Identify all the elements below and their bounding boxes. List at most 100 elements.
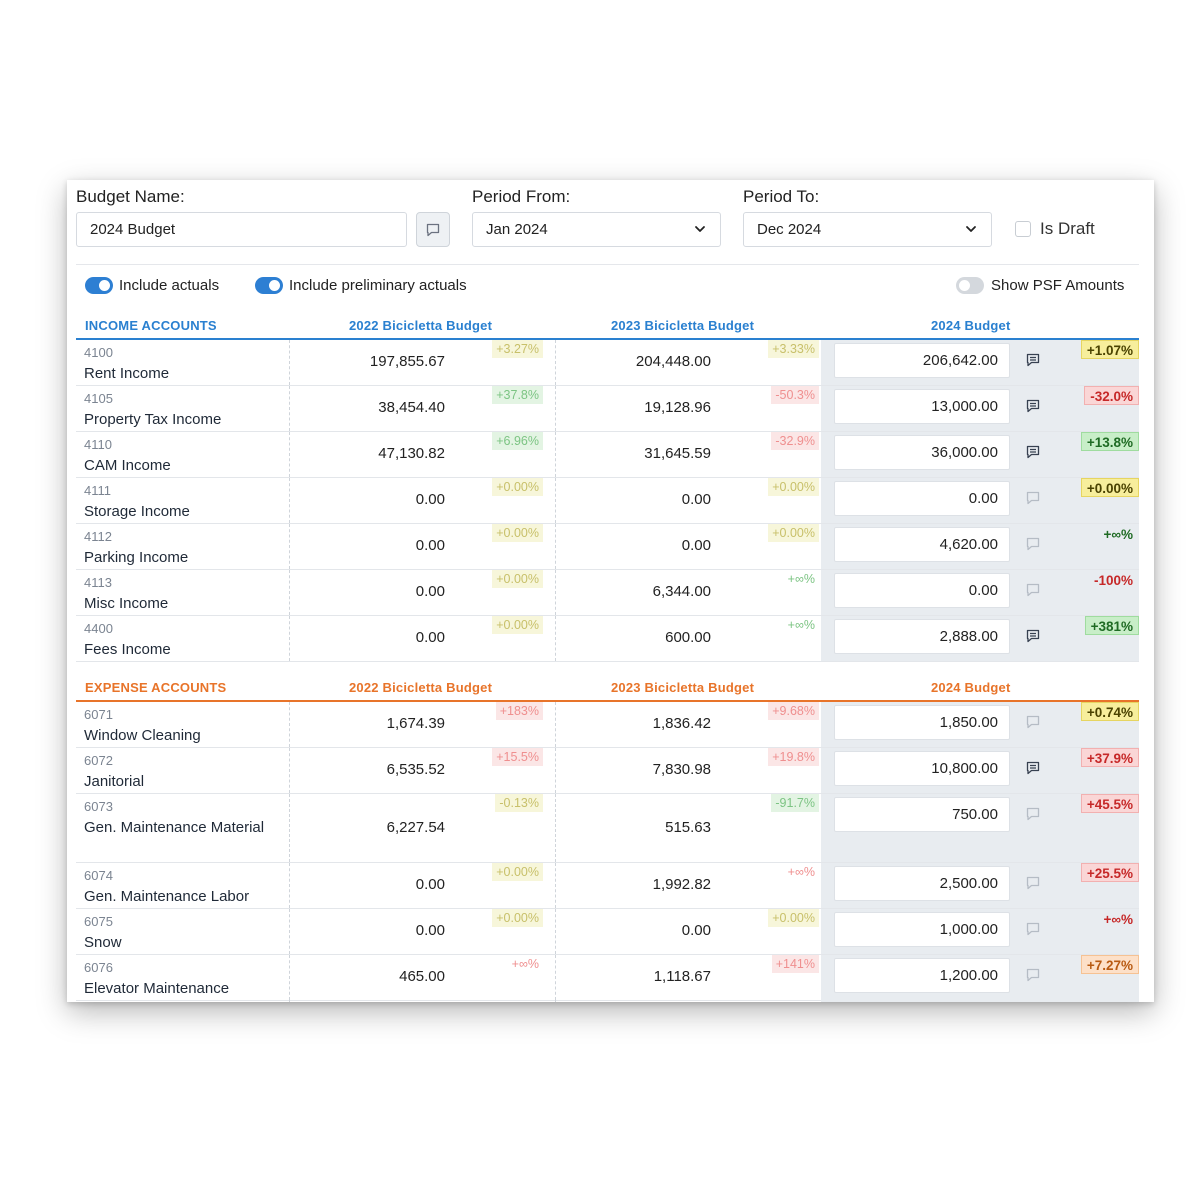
pct-change-2024: +∞% <box>1103 527 1133 542</box>
value-2023: 0.00 <box>681 537 711 554</box>
pct-change-2023: +∞% <box>787 618 815 632</box>
comment-filled-icon[interactable] <box>1025 444 1041 460</box>
account-code: 4400 <box>84 621 113 636</box>
budget-name-input[interactable]: 2024 Budget <box>76 212 407 247</box>
pct-change-2022: +37.8% <box>492 386 543 404</box>
comment-icon[interactable] <box>1025 806 1041 822</box>
comment-icon[interactable] <box>1025 714 1041 730</box>
comment-icon[interactable] <box>1025 582 1041 598</box>
comment-icon <box>426 223 440 236</box>
account-code: 6072 <box>84 753 113 768</box>
comment-filled-icon[interactable] <box>1025 398 1041 414</box>
chevron-down-icon <box>695 226 705 232</box>
table-row: 4113 Misc Income 0.00 6,344.00 +0.00% +∞% 0.00… <box>76 570 1139 616</box>
account-name: Rent Income <box>84 365 170 382</box>
column-divider <box>555 702 556 747</box>
budget-2024-input[interactable]: 1,850.00 <box>834 705 1010 740</box>
comment-icon[interactable] <box>1025 490 1041 506</box>
expense-section-title: EXPENSE ACCOUNTS <box>85 680 227 695</box>
account-code: 4100 <box>84 345 113 360</box>
pct-change-2024: +7.27% <box>1080 955 1139 974</box>
pct-change-2022: +0.00% <box>492 909 543 927</box>
budget-2024-input[interactable]: 0.00 <box>834 573 1010 608</box>
pct-change-2024: +1.07% <box>1080 340 1139 359</box>
account-name: Gen. Maintenance Labor <box>84 888 250 905</box>
value-2023: 0.00 <box>681 922 711 939</box>
pct-change-2023: +0.00% <box>768 909 819 927</box>
budget-editor-card: Budget Name: 2024 Budget Period From: Ja… <box>67 180 1154 1002</box>
budget-2024-input[interactable]: 10,800.00 <box>834 751 1010 786</box>
table-row: 6073 Gen. Maintenance Material 6,227.54 515… <box>76 794 1139 863</box>
value-2022: 6,227.54 <box>386 819 445 836</box>
budget-2024-input[interactable]: 0.00 <box>834 481 1010 516</box>
comment-icon[interactable] <box>1025 967 1041 983</box>
pct-change-2023: +19.8% <box>768 748 819 766</box>
income-section-header: INCOME ACCOUNTS 2022 Bicicletta Budget 2… <box>76 316 1139 340</box>
budget-2024-input[interactable]: 2,500.00 <box>834 866 1010 901</box>
column-divider <box>289 794 290 862</box>
account-name: Janitorial <box>84 773 145 790</box>
budget-2024-input[interactable]: 750.00 <box>834 797 1010 832</box>
period-from-select[interactable]: Jan 2024 <box>472 212 721 247</box>
period-from-label: Period From: <box>472 187 571 206</box>
comment-filled-icon[interactable] <box>1025 352 1041 368</box>
comment-icon[interactable] <box>1025 875 1041 891</box>
pct-change-2022: +3.27% <box>492 340 543 358</box>
budget-comment-button[interactable] <box>416 212 450 247</box>
value-2023: 515.63 <box>665 819 711 836</box>
account-code: 6074 <box>84 868 113 883</box>
value-2022: 0.00 <box>415 537 445 554</box>
pct-change-2024: +13.8% <box>1080 432 1139 451</box>
column-divider <box>555 616 556 661</box>
pct-change-2023: +0.00% <box>768 478 819 496</box>
budget-2024-input[interactable]: 1,200.00 <box>834 958 1010 993</box>
budget-2024-input[interactable]: 2,888.00 <box>834 619 1010 654</box>
period-to-select[interactable]: Dec 2024 <box>743 212 992 247</box>
value-2022: 0.00 <box>415 629 445 646</box>
comment-filled-icon[interactable] <box>1025 628 1041 644</box>
column-divider <box>289 748 290 793</box>
table-row: 4400 Fees Income 0.00 600.00 +0.00% +∞% 2,888.… <box>76 616 1139 662</box>
budget-2024-input[interactable]: 206,642.00 <box>834 343 1010 378</box>
column-divider <box>289 478 290 523</box>
account-name: Misc Income <box>84 595 169 612</box>
pct-change-2024: +381% <box>1084 616 1139 635</box>
value-2023: 1,992.82 <box>652 876 711 893</box>
table-row-partial <box>76 999 1139 1002</box>
comment-filled-icon[interactable] <box>1025 760 1041 776</box>
account-code: 6073 <box>84 799 113 814</box>
budget-2024-input[interactable]: 4,620.00 <box>834 527 1010 562</box>
show-psf-toggle[interactable] <box>956 277 984 294</box>
account-code: 6071 <box>84 707 113 722</box>
form-divider <box>76 264 1139 265</box>
budget-2024-input[interactable]: 1,000.00 <box>834 912 1010 947</box>
include-preliminary-label: Include preliminary actuals <box>289 277 467 294</box>
comment-icon[interactable] <box>1025 921 1041 937</box>
budget-2024-input[interactable]: 13,000.00 <box>834 389 1010 424</box>
value-2022: 6,535.52 <box>386 761 445 778</box>
expense-col-2024: 2024 Budget <box>931 680 1011 695</box>
value-2023: 19,128.96 <box>644 399 711 416</box>
pct-change-2024: +0.00% <box>1080 478 1139 497</box>
account-code: 6075 <box>84 914 113 929</box>
income-col-2023: 2023 Bicicletta Budget <box>611 318 755 333</box>
value-2023: 1,836.42 <box>652 715 711 732</box>
column-divider <box>555 570 556 615</box>
include-actuals-toggle[interactable] <box>85 277 113 294</box>
budget-2024-input[interactable]: 36,000.00 <box>834 435 1010 470</box>
budget-name-label: Budget Name: <box>76 187 185 206</box>
column-divider <box>289 340 290 385</box>
value-2022: 465.00 <box>399 968 445 985</box>
pct-change-2022: +0.00% <box>492 524 543 542</box>
expense-col-2023: 2023 Bicicletta Budget <box>611 680 755 695</box>
column-divider <box>289 909 290 954</box>
pct-change-2024: +25.5% <box>1080 863 1139 882</box>
show-psf-label: Show PSF Amounts <box>991 277 1125 294</box>
pct-change-2022: +15.5% <box>492 748 543 766</box>
include-preliminary-toggle[interactable] <box>255 277 283 294</box>
is-draft-checkbox[interactable] <box>1015 221 1031 237</box>
table-row: 4105 Property Tax Income 38,454.40 19,128.9… <box>76 386 1139 432</box>
comment-icon[interactable] <box>1025 536 1041 552</box>
pct-change-2024: -32.0% <box>1084 386 1139 405</box>
table-row: 6071 Window Cleaning 1,674.39 1,836.42 +183%… <box>76 702 1139 748</box>
